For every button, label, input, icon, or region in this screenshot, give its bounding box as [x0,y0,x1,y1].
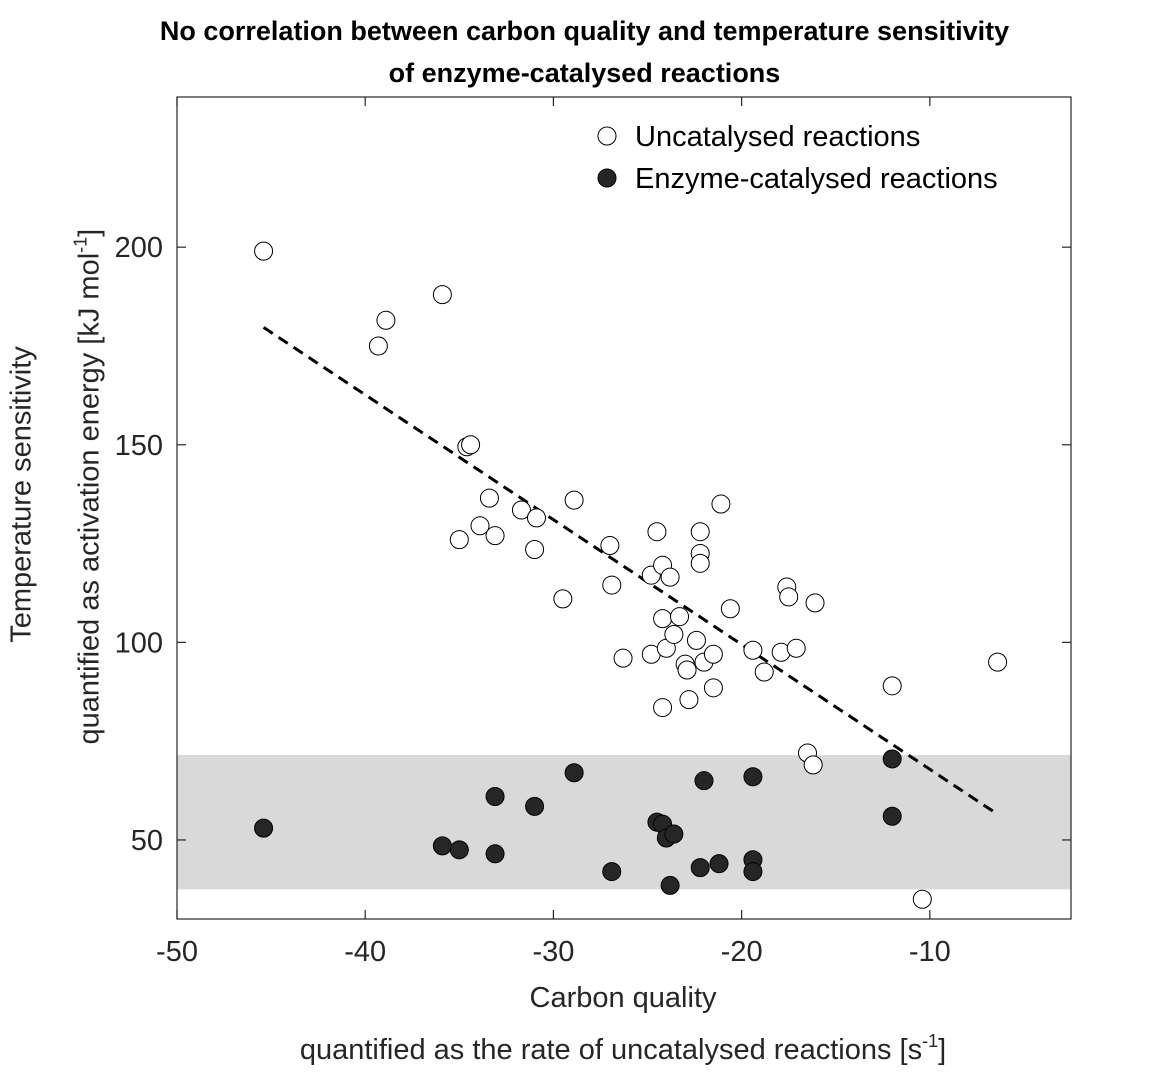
enzyme-catalysed-point [664,824,684,844]
enzyme-catalysed-point [660,875,680,895]
chart-title-line1: No correlation between carbon quality an… [159,16,1010,46]
uncatalysed-point [754,662,774,682]
uncatalysed-point [670,607,690,627]
uncatalysed-point [779,587,799,607]
y-tick-label: 100 [115,627,163,659]
enzyme-catalysed-point [743,862,763,882]
enzyme-catalysed-point [743,767,763,787]
uncatalysed-point [690,553,710,573]
uncatalysed-point [743,640,763,660]
uncatalysed-point [677,660,697,680]
uncatalysed-point [653,609,673,629]
enzyme-catalysed-point [602,862,622,882]
x-tick-label: -40 [344,936,386,968]
uncatalysed-point [525,539,545,559]
uncatalysed-point [449,530,469,550]
uncatalysed-point [602,575,622,595]
uncatalysed-point [686,630,706,650]
enzyme-catalysed-point [882,806,902,826]
uncatalysed-point [703,644,723,664]
axes-frame [176,96,1072,920]
uncatalysed-point [690,522,710,542]
uncatalysed-point [805,593,825,613]
uncatalysed-point [664,624,684,644]
enzyme-catalysed-point [449,840,469,860]
uncatalysed-point [720,599,740,619]
enzyme-catalysed-point [690,858,710,878]
y-tick-label: 50 [131,825,163,857]
x-tick-label: -10 [909,936,951,968]
x-axis-sublabel: quantified as the rate of uncatalysed re… [299,1031,947,1066]
y-axis-sublabel: quantified as activation energy [kJ mol-… [70,228,106,745]
y-axis-label: Temperature sensitivity [5,346,38,643]
uncatalysed-point [600,536,620,556]
x-tick-label: -50 [156,936,198,968]
uncatalysed-point [647,522,667,542]
uncatalysed-point [988,652,1008,672]
legend-marker-enzyme [597,168,617,188]
legend: Uncatalysed reactions Enzyme-catalysed r… [597,121,998,195]
uncatalysed-point [254,241,274,261]
legend-label-uncatalysed: Uncatalysed reactions [635,121,920,153]
enzyme-catalysed-point [882,749,902,769]
legend-label-enzyme: Enzyme-catalysed reactions [635,163,998,195]
uncatalysed-point [613,648,633,668]
chart-title-line2: of enzyme-catalysed reactions [388,58,781,88]
enzyme-catalysed-point [564,763,584,783]
enzyme-catalysed-point [485,786,505,806]
data-points [254,241,1008,909]
enzyme-catalysed-point [432,836,452,856]
x-axis-label: Carbon quality [529,982,717,1014]
uncatalysed-point [485,526,505,546]
enzyme-catalysed-point [709,854,729,874]
uncatalysed-point [912,889,932,909]
uncatalysed-point [711,494,731,514]
uncatalysed-point [564,490,584,510]
uncatalysed-point [660,567,680,587]
enzyme-catalysed-point [525,796,545,816]
uncatalysed-point [803,755,823,775]
uncatalysed-point [553,589,573,609]
uncatalysed-point [479,488,499,508]
uncatalysed-point [511,500,531,520]
uncatalysed-point [432,285,452,305]
uncatalysed-point [653,698,673,718]
uncatalysed-point [376,310,396,330]
uncatalysed-point [679,690,699,710]
uncatalysed-point [470,516,490,536]
legend-marker-uncatalysed [597,126,617,146]
enzyme-catalysed-point [485,844,505,864]
x-tick-label: -30 [532,936,574,968]
enzyme-catalysed-point [694,771,714,791]
uncatalysed-point [882,676,902,696]
scatter-chart: -50 -40 -30 -20 -10 50 100 150 200 Uncatalysed r… [115,96,1072,968]
uncatalysed-point [786,638,806,658]
uncatalysed-point [461,435,481,455]
y-tick-label: 150 [115,430,163,462]
axis-ticks: -50 -40 -30 -20 -10 50 100 150 200 [115,97,1071,968]
y-tick-label: 200 [115,232,163,264]
shaded-band [177,754,1071,890]
uncatalysed-point [368,336,388,356]
trend-line [262,326,999,816]
uncatalysed-point [526,508,546,528]
uncatalysed-point [703,678,723,698]
x-tick-label: -20 [721,936,763,968]
enzyme-catalysed-point [254,818,274,838]
